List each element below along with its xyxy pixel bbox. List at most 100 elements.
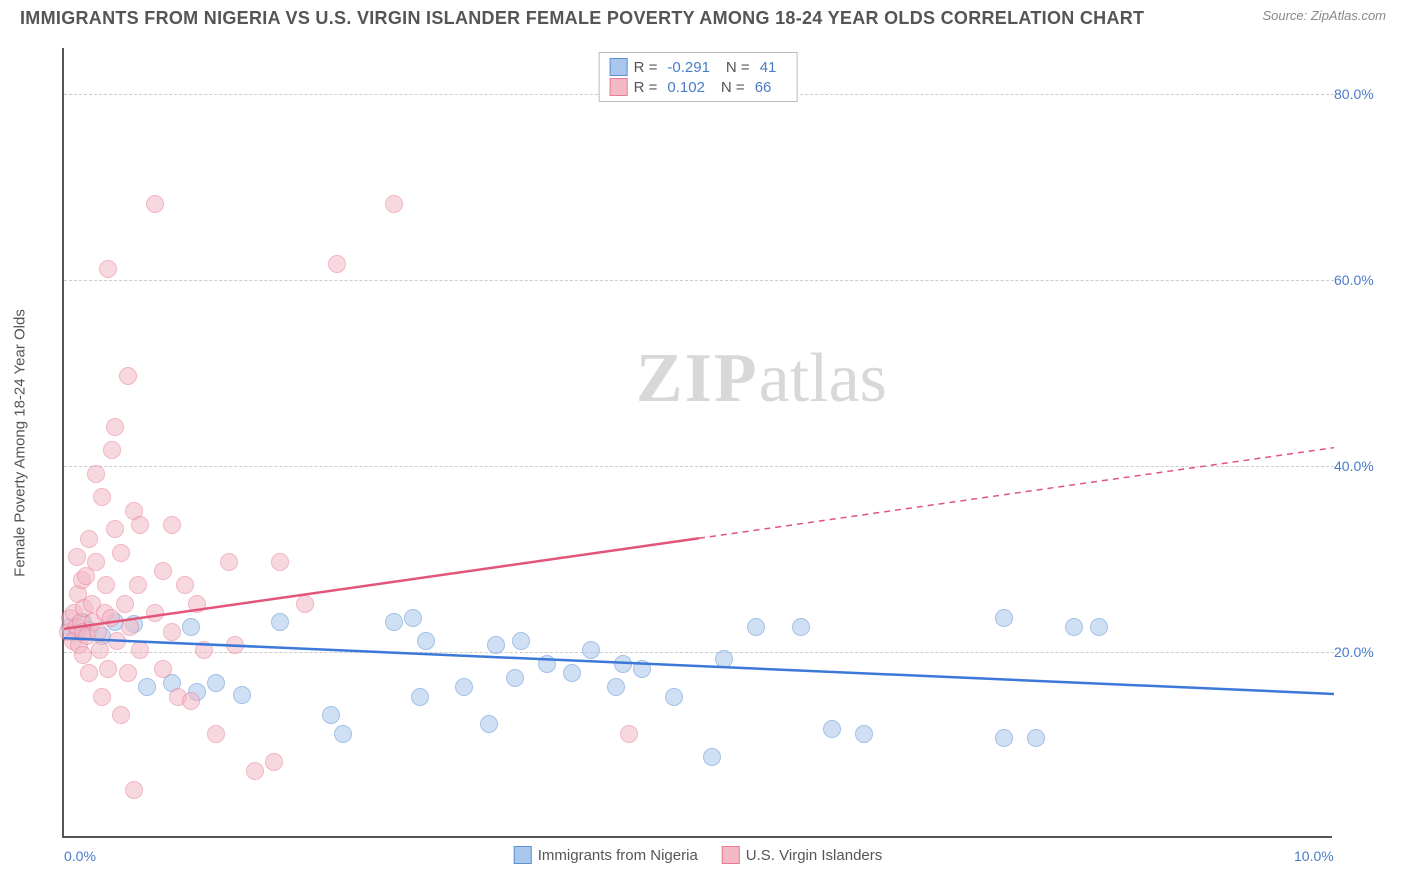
trend-lines [64, 48, 1334, 838]
data-point-usvi [116, 595, 134, 613]
data-point-nigeria [207, 674, 225, 692]
data-point-usvi [99, 660, 117, 678]
data-point-usvi [131, 641, 149, 659]
data-point-nigeria [855, 725, 873, 743]
legend-swatch [722, 846, 740, 864]
data-point-usvi [176, 576, 194, 594]
data-point-usvi [265, 753, 283, 771]
data-point-usvi [620, 725, 638, 743]
x-tick-label: 0.0% [64, 848, 96, 864]
data-point-nigeria [233, 686, 251, 704]
data-point-usvi [154, 562, 172, 580]
data-point-nigeria [417, 632, 435, 650]
chart-title: IMMIGRANTS FROM NIGERIA VS U.S. VIRGIN I… [20, 8, 1144, 29]
data-point-usvi [119, 367, 137, 385]
source-label: Source: ZipAtlas.com [1262, 8, 1386, 23]
data-point-nigeria [271, 613, 289, 631]
data-point-usvi [246, 762, 264, 780]
data-point-nigeria [506, 669, 524, 687]
legend-stat-row: R = 0.102N = 66 [610, 77, 787, 97]
data-point-nigeria [334, 725, 352, 743]
data-point-nigeria [792, 618, 810, 636]
data-point-usvi [89, 623, 107, 641]
data-point-usvi [125, 781, 143, 799]
data-point-usvi [106, 520, 124, 538]
data-point-usvi [74, 646, 92, 664]
data-point-usvi [271, 553, 289, 571]
data-point-usvi [146, 604, 164, 622]
data-point-nigeria [995, 729, 1013, 747]
data-point-nigeria [703, 748, 721, 766]
data-point-nigeria [607, 678, 625, 696]
data-point-usvi [80, 664, 98, 682]
data-point-nigeria [322, 706, 340, 724]
data-point-nigeria [823, 720, 841, 738]
legend-swatch [610, 58, 628, 76]
data-point-usvi [188, 595, 206, 613]
data-point-nigeria [1027, 729, 1045, 747]
data-point-usvi [102, 609, 120, 627]
data-point-usvi [119, 664, 137, 682]
data-point-nigeria [614, 655, 632, 673]
data-point-usvi [296, 595, 314, 613]
data-point-usvi [87, 553, 105, 571]
data-point-usvi [226, 636, 244, 654]
data-point-usvi [106, 418, 124, 436]
data-point-nigeria [1090, 618, 1108, 636]
grid-line [64, 466, 1334, 467]
data-point-nigeria [512, 632, 530, 650]
data-point-usvi [220, 553, 238, 571]
data-point-nigeria [582, 641, 600, 659]
data-point-usvi [91, 641, 109, 659]
y-tick-label: 60.0% [1334, 272, 1382, 288]
legend-label: Immigrants from Nigeria [538, 847, 698, 864]
data-point-nigeria [138, 678, 156, 696]
data-point-usvi [87, 465, 105, 483]
legend-label: U.S. Virgin Islanders [746, 847, 882, 864]
legend-bottom: Immigrants from Nigeria U.S. Virgin Islan… [514, 846, 883, 864]
data-point-usvi [99, 260, 117, 278]
data-point-usvi [182, 692, 200, 710]
legend-swatch [610, 78, 628, 96]
data-point-nigeria [487, 636, 505, 654]
data-point-usvi [146, 195, 164, 213]
watermark: ZIPatlas [636, 339, 887, 419]
x-tick-label: 10.0% [1294, 848, 1334, 864]
data-point-nigeria [715, 650, 733, 668]
legend-item: U.S. Virgin Islanders [722, 846, 882, 864]
legend-stats: R = -0.291N = 41R = 0.102N = 66 [599, 52, 798, 102]
data-point-usvi [93, 488, 111, 506]
data-point-usvi [103, 441, 121, 459]
grid-line [64, 280, 1334, 281]
data-point-usvi [108, 632, 126, 650]
data-point-usvi [385, 195, 403, 213]
data-point-usvi [112, 544, 130, 562]
data-point-usvi [93, 688, 111, 706]
grid-line [64, 652, 1334, 653]
data-point-nigeria [563, 664, 581, 682]
data-point-usvi [80, 530, 98, 548]
y-tick-label: 40.0% [1334, 458, 1382, 474]
chart-area: Female Poverty Among 18-24 Year Olds ZIP… [62, 48, 1382, 838]
legend-item: Immigrants from Nigeria [514, 846, 698, 864]
data-point-usvi [207, 725, 225, 743]
data-point-usvi [154, 660, 172, 678]
data-point-usvi [97, 576, 115, 594]
y-tick-label: 80.0% [1334, 86, 1382, 102]
data-point-usvi [112, 706, 130, 724]
scatter-plot: ZIPatlas R = -0.291N = 41R = 0.102N = 66… [62, 48, 1332, 838]
data-point-usvi [195, 641, 213, 659]
y-axis-label: Female Poverty Among 18-24 Year Olds [12, 309, 29, 577]
data-point-nigeria [747, 618, 765, 636]
data-point-nigeria [385, 613, 403, 631]
data-point-usvi [163, 516, 181, 534]
legend-swatch [514, 846, 532, 864]
data-point-usvi [68, 548, 86, 566]
data-point-nigeria [455, 678, 473, 696]
data-point-nigeria [404, 609, 422, 627]
data-point-nigeria [480, 715, 498, 733]
y-tick-label: 20.0% [1334, 644, 1382, 660]
data-point-usvi [131, 516, 149, 534]
data-point-nigeria [538, 655, 556, 673]
data-point-nigeria [995, 609, 1013, 627]
